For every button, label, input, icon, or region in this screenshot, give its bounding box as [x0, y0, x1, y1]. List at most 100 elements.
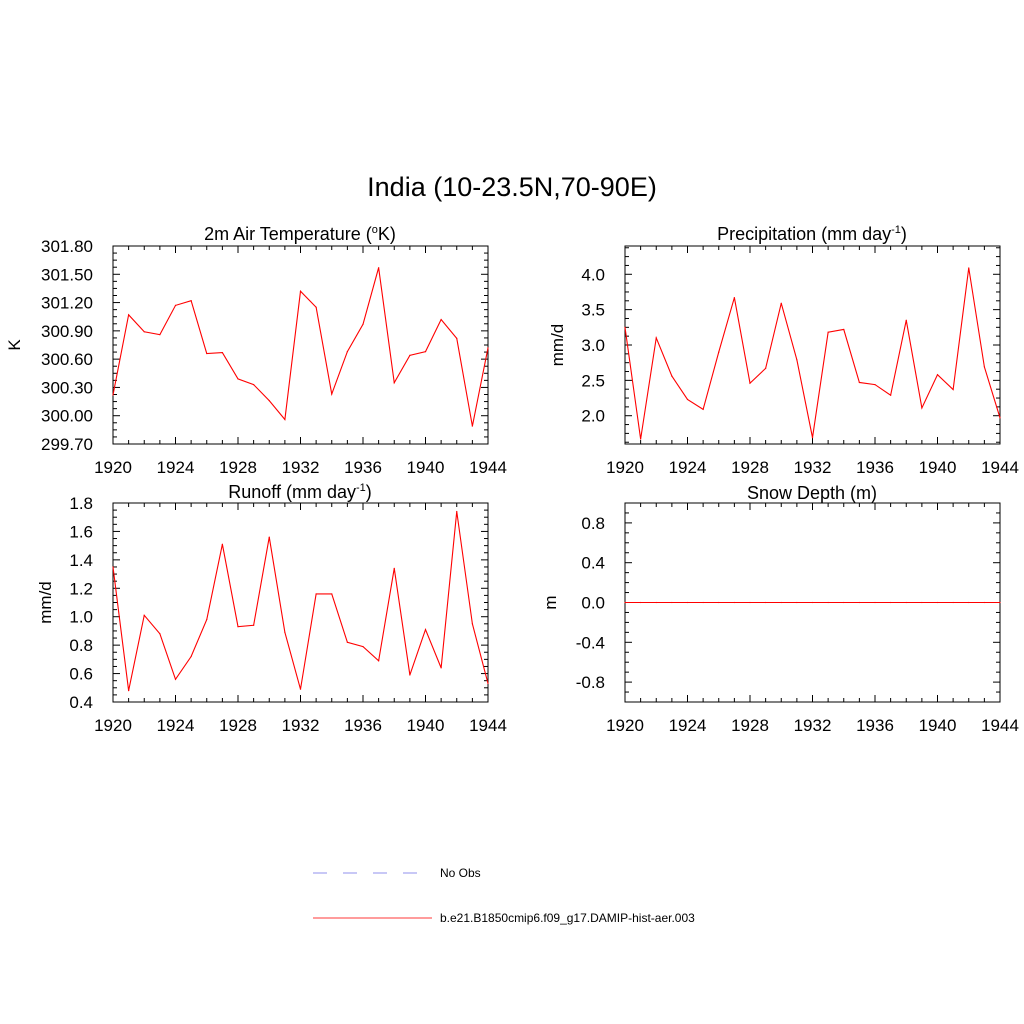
x-tick-label: 1920	[606, 716, 644, 735]
x-tick-label: 1924	[669, 716, 707, 735]
x-tick-label: 1932	[282, 458, 320, 477]
x-tick-label: 1940	[919, 716, 957, 735]
x-tick-label: 1936	[856, 716, 894, 735]
data-point	[968, 601, 970, 604]
chart-panels: 1920 1924 1928 1932 1936 1940 1944 299.70 300.00…	[5, 237, 1019, 735]
series-line	[624, 267, 1001, 440]
panel-title-text: Runoff (mm day	[228, 482, 356, 502]
data-point	[174, 678, 177, 680]
data-point	[765, 601, 767, 604]
data-point	[905, 601, 907, 604]
y-axis-label: m	[541, 595, 560, 609]
data-point	[190, 655, 192, 658]
data-point	[733, 297, 735, 299]
x-tick-label: 1936	[344, 458, 382, 477]
y-tick-label: -0.4	[576, 633, 605, 652]
data-point	[749, 601, 751, 604]
x-tick-label: 1932	[794, 458, 832, 477]
data-point	[936, 601, 939, 604]
data-point	[780, 601, 782, 604]
plot-frame	[112, 245, 489, 445]
data-point	[409, 354, 411, 356]
data-point	[671, 375, 673, 377]
data-point	[811, 601, 814, 604]
data-point	[702, 601, 704, 604]
data-point	[843, 601, 845, 604]
y-tick-label: 301.20	[41, 294, 93, 313]
data-point	[858, 601, 860, 604]
data-point	[718, 601, 720, 604]
x-tick-label: 1936	[856, 458, 894, 477]
y-tick-label: 0.4	[581, 554, 605, 573]
panel-title-end: K)	[377, 224, 396, 244]
y-tick-label: 0.6	[69, 665, 93, 684]
data-point	[378, 660, 380, 662]
panel-title-superscript: o	[371, 224, 378, 236]
data-point	[253, 624, 255, 626]
data-point	[952, 388, 954, 391]
panel-title-text: Snow Depth (m)	[746, 483, 878, 503]
x-tick-label: 1928	[219, 716, 257, 735]
x-tick-label: 1944	[981, 716, 1019, 735]
x-tick-label: 1944	[469, 458, 507, 477]
x-tick-label: 1940	[919, 458, 957, 477]
data-point	[112, 566, 114, 568]
data-point	[999, 417, 1001, 419]
data-point	[346, 641, 348, 643]
data-point	[112, 394, 114, 396]
y-axis-label: mm/d	[36, 581, 55, 624]
data-point	[190, 300, 192, 302]
chart-panel-air-temperature: 1920 1924 1928 1932 1936 1940 1944 299.70 300.00…	[5, 237, 507, 477]
y-tick-label: 301.50	[41, 265, 93, 284]
data-point	[206, 352, 208, 355]
x-tick-label: 1944	[981, 458, 1019, 477]
x-tick-label: 1920	[94, 458, 132, 477]
data-point	[159, 334, 161, 336]
figure-title: India (10-23.5N,70-90E)	[367, 172, 657, 202]
data-point	[221, 543, 223, 545]
y-tick-label: 2.0	[581, 407, 605, 426]
x-tick-label: 1944	[469, 716, 507, 735]
data-point	[315, 306, 317, 308]
data-point	[174, 304, 177, 306]
data-point	[858, 381, 860, 384]
data-point	[409, 674, 411, 676]
series-line	[112, 511, 489, 691]
y-tick-label: 4.0	[581, 265, 605, 284]
data-point	[143, 331, 145, 333]
y-tick-label: 300.00	[41, 407, 93, 426]
y-tick-label: 300.60	[41, 350, 93, 369]
data-point	[749, 382, 751, 384]
data-point	[221, 351, 223, 354]
data-point	[905, 319, 907, 321]
data-point	[159, 633, 161, 635]
x-tick-label: 1932	[282, 716, 320, 735]
y-tick-label: 1.2	[69, 579, 93, 598]
data-point	[128, 314, 130, 316]
data-point	[362, 323, 364, 325]
panel-title-superscript: -1	[891, 224, 901, 236]
y-tick-label: 3.5	[581, 301, 605, 320]
panel-title-text: Precipitation (mm day	[717, 224, 892, 244]
x-tick-label: 1924	[157, 716, 195, 735]
panel-title-text: 2m Air Temperature (	[204, 224, 372, 244]
data-point	[284, 418, 286, 421]
y-tick-label: 300.90	[41, 322, 93, 341]
data-point	[796, 359, 798, 361]
x-tick-label: 1924	[669, 458, 707, 477]
x-tick-label: 1920	[606, 458, 644, 477]
data-point	[671, 601, 673, 604]
data-point	[983, 366, 985, 368]
data-point	[440, 667, 442, 669]
y-tick-label: 0.8	[581, 514, 605, 533]
y-tick-label: 300.30	[41, 378, 93, 397]
data-point	[702, 408, 704, 410]
data-point	[237, 626, 239, 628]
data-point	[796, 601, 798, 604]
panel-title-superscript: -1	[355, 482, 366, 494]
chart-panel-precipitation: 1920 1924 1928 1932 1936 1940 1944 2.0 2.5 3.0 3.5…	[548, 245, 1019, 477]
data-point	[128, 690, 130, 692]
plot-frame	[624, 245, 1001, 445]
data-point	[718, 351, 720, 353]
data-point	[268, 400, 270, 402]
